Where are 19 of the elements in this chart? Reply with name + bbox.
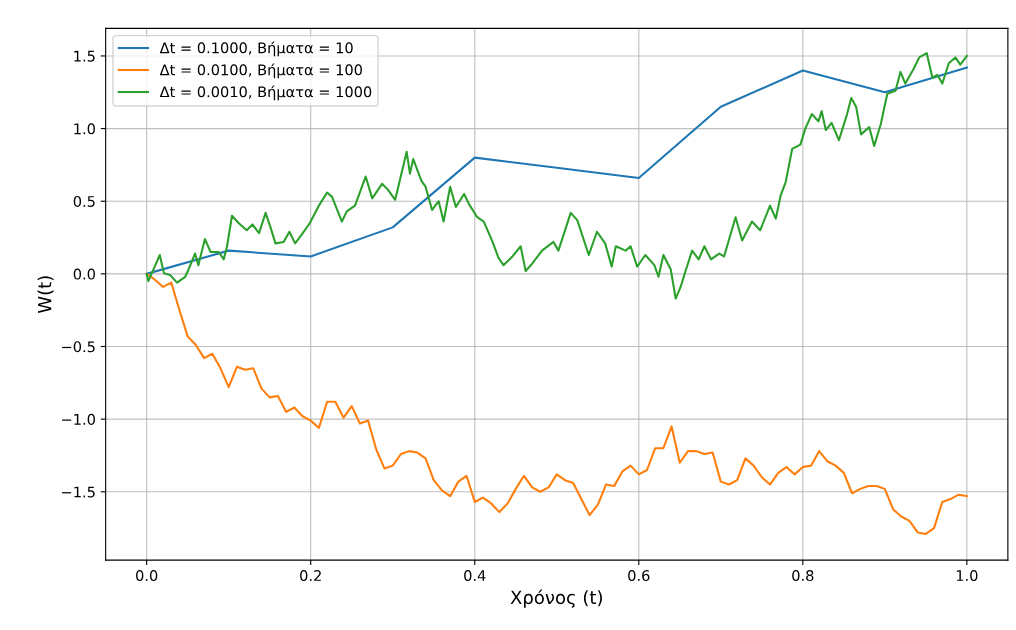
y-axis-title: W(t) <box>37 276 54 314</box>
line-series <box>145 272 968 535</box>
y-tick-label: 0.0 <box>73 268 95 280</box>
legend-label: Δt = 0.1000, Βήματα = 10 <box>159 41 353 57</box>
y-tick-label: −1.0 <box>62 413 95 425</box>
x-tick-label: 0.6 <box>628 570 650 582</box>
y-tick-label: 1.5 <box>74 50 95 62</box>
y-tick-label: 1.0 <box>74 123 95 135</box>
x-tick-label: 0.4 <box>464 570 486 582</box>
y-tick-label: −0.5 <box>62 341 95 353</box>
x-tick-label: 0.0 <box>136 570 158 582</box>
x-tick-label: 0.8 <box>792 570 814 582</box>
x-axis-title: Χρόνος (t) <box>510 589 602 608</box>
y-tick-label: 0.5 <box>73 195 95 207</box>
legend-label: Δt = 0.0010, Βήματα = 1000 <box>159 85 372 101</box>
legend-label: Δt = 0.0100, Βήματα = 100 <box>159 63 362 79</box>
x-tick-label: 0.2 <box>300 570 321 582</box>
y-tick-label: −1.5 <box>62 486 95 498</box>
x-tick-label: 1.0 <box>956 570 978 582</box>
